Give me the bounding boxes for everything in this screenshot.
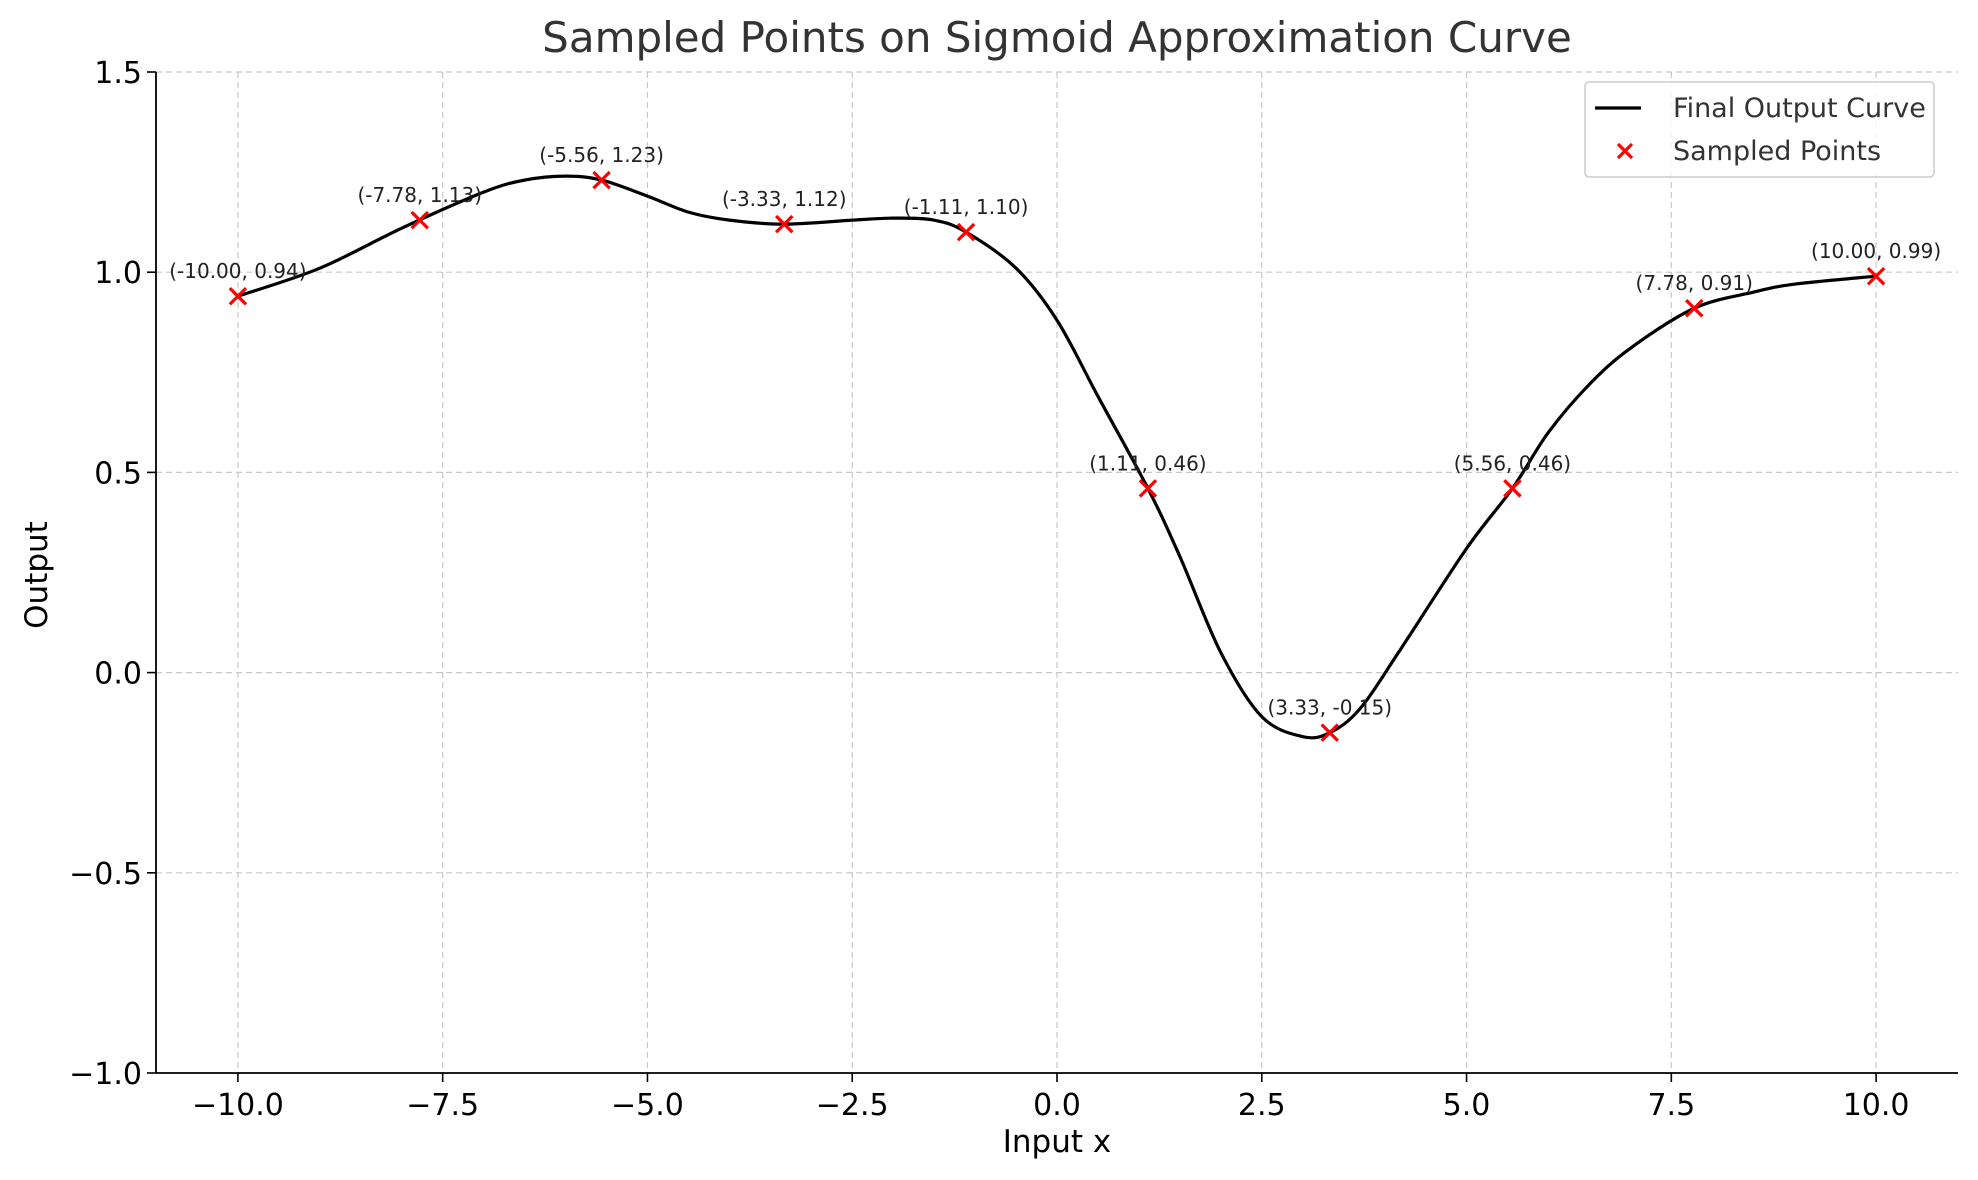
y-axis-title: Output xyxy=(19,521,55,629)
grid xyxy=(156,71,1958,1074)
x-axis-title: Input x xyxy=(1003,1124,1111,1160)
point-annotation: (-1.11, 1.10) xyxy=(904,195,1029,219)
x-tick-label: −2.5 xyxy=(816,1088,889,1123)
legend: Final Output Curve Sampled Points xyxy=(1584,81,1935,178)
series-line-final-output-curve xyxy=(237,174,1877,740)
point-annotation: (-7.78, 1.13) xyxy=(357,183,482,207)
legend-label-sampled-points: Sampled Points xyxy=(1673,136,1881,167)
point-annotation: (-10.00, 0.94) xyxy=(169,259,306,283)
y-tick-label: 0.0 xyxy=(94,657,142,692)
sampled-point xyxy=(1866,266,1886,286)
y-tick-label: 1.5 xyxy=(94,56,142,91)
sampled-point xyxy=(228,286,248,306)
point-annotation: (-3.33, 1.12) xyxy=(722,187,847,211)
x-tick-label: 10.0 xyxy=(1843,1088,1910,1123)
x-tick-label: 2.5 xyxy=(1238,1088,1286,1123)
y-tick-label: 1.0 xyxy=(94,256,142,291)
sampled-point xyxy=(774,214,794,234)
x-tick-label: −10.0 xyxy=(192,1088,284,1123)
y-tick-label: −0.5 xyxy=(69,857,142,892)
sampled-point xyxy=(1684,298,1704,318)
y-tick-label: 0.5 xyxy=(94,456,142,491)
x-tick-label: 0.0 xyxy=(1033,1088,1081,1123)
y-tick-label: −1.0 xyxy=(69,1057,142,1092)
point-annotation: (7.78, 0.91) xyxy=(1636,271,1753,295)
point-annotation: (-5.56, 1.23) xyxy=(539,143,664,167)
legend-label-final-output-curve: Final Output Curve xyxy=(1673,93,1926,124)
x-tick-label: 5.0 xyxy=(1443,1088,1491,1123)
sampled-point xyxy=(592,170,611,190)
point-annotation: (5.56, 0.46) xyxy=(1454,451,1571,475)
annotation-layer: (-10.00, 0.94) (-7.78, 1.13) (-5.56, 1.23)… xyxy=(169,143,1941,720)
legend-marker-swatch xyxy=(1616,142,1634,160)
x-tick-label: −5.0 xyxy=(611,1088,684,1123)
point-annotation: (1.11, 0.46) xyxy=(1089,451,1206,475)
curve-layer xyxy=(237,174,1877,740)
point-annotation: (10.00, 0.99) xyxy=(1811,239,1941,263)
legend-box xyxy=(1584,81,1935,178)
x-tick-label: −7.5 xyxy=(406,1088,479,1123)
sampled-point xyxy=(1503,479,1522,498)
sampled-point xyxy=(410,210,430,230)
sampled-point xyxy=(956,222,976,242)
sampled-point xyxy=(1320,723,1340,742)
chart-title: Sampled Points on Sigmoid Approximation … xyxy=(542,13,1572,62)
point-annotation: (3.33, -0.15) xyxy=(1267,696,1392,720)
ticks: −10.0 −7.5 −5.0 −2.5 0.0 2.5 5.0 7.5 10.0 −1.0 −0.… xyxy=(69,56,1909,1123)
sampled-point xyxy=(1138,479,1158,498)
points-layer xyxy=(228,170,1886,742)
x-tick-label: 7.5 xyxy=(1647,1088,1695,1123)
